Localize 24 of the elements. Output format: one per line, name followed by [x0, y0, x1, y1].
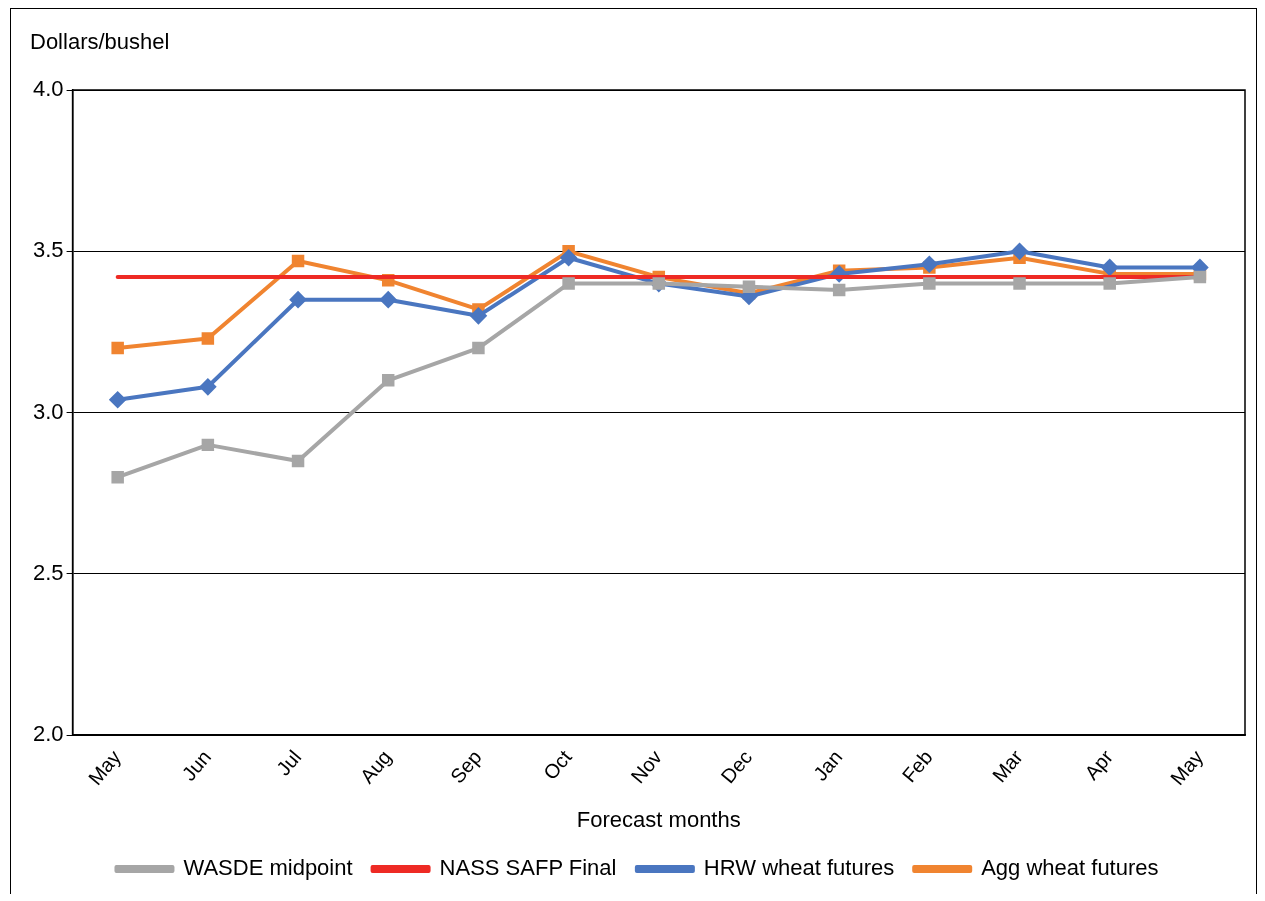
legend-label: WASDE midpoint: [183, 855, 353, 881]
x-tick-label: Mar: [987, 745, 1028, 787]
x-tick-label: Oct: [539, 745, 577, 784]
y-tick-label: 2.5: [32, 559, 64, 585]
y-axis-title: Dollars/bushel: [30, 29, 170, 55]
x-tick-label: Jan: [808, 745, 847, 785]
x-tick-label: Aug: [355, 745, 396, 788]
y-tick-label: 4.0: [32, 76, 64, 102]
x-tick-label: Feb: [897, 745, 937, 787]
y-tick-label: 3.0: [32, 398, 64, 424]
x-tick-label: Jul: [272, 745, 306, 780]
x-tick-label: Jun: [177, 745, 216, 785]
y-tick-label: 3.5: [32, 237, 64, 263]
x-tick-label: Nov: [626, 745, 667, 788]
legend-label: HRW wheat futures: [703, 855, 895, 881]
x-tick-label: Apr: [1080, 745, 1118, 784]
y-tick-label: 2.0: [32, 721, 64, 747]
x-tick-label: May: [83, 745, 125, 789]
x-tick-label: May: [1166, 745, 1208, 789]
legend-label: NASS SAFP Final: [439, 855, 617, 881]
x-tick-label: Sep: [446, 745, 486, 788]
legend-label: Agg wheat futures: [981, 855, 1159, 881]
x-tick-label: Dec: [716, 745, 757, 788]
x-axis-title: Forecast months: [576, 806, 741, 832]
